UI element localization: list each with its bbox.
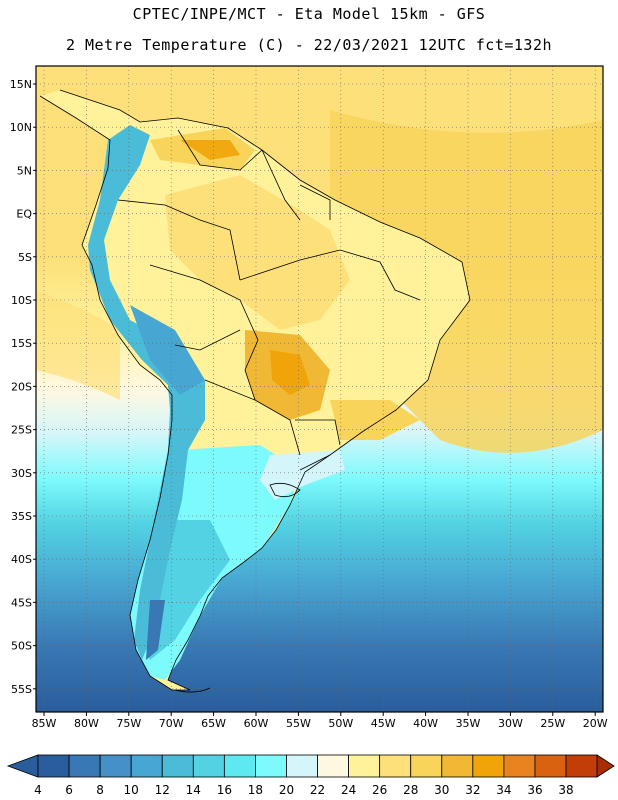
colorbar-swatch xyxy=(286,754,318,778)
colorbar-swatch xyxy=(68,754,101,778)
lon-label: 70W xyxy=(159,717,184,730)
lat-label: 40S xyxy=(11,553,32,566)
lon-label: 35W xyxy=(456,717,481,730)
colorbar-label: 16 xyxy=(217,783,232,797)
colorbar-swatch xyxy=(348,754,381,778)
colorbar-label: 38 xyxy=(558,783,573,797)
colorbar-swatch xyxy=(503,754,536,778)
lon-label: 55W xyxy=(286,717,311,730)
colorbar-label: 24 xyxy=(341,783,356,797)
lon-label: 20W xyxy=(583,717,608,730)
lon-label: 75W xyxy=(116,717,141,730)
lat-label: 5S xyxy=(18,251,32,264)
colorbar-swatch xyxy=(130,754,163,778)
colorbar-left-arrow xyxy=(6,754,39,778)
colorbar-label: 6 xyxy=(65,783,73,797)
colorbar-label: 18 xyxy=(248,783,263,797)
lat-label: 10S xyxy=(11,294,32,307)
colorbar-swatch xyxy=(161,754,194,778)
colorbar-swatch xyxy=(37,754,70,778)
map-frame xyxy=(35,65,604,713)
lon-label: 45W xyxy=(371,717,396,730)
lat-label: 55S xyxy=(11,683,32,696)
title-line-1: CPTEC/INPE/MCT - Eta Model 15km - GFS xyxy=(132,5,486,23)
lat-label: 25S xyxy=(11,424,32,437)
lon-label: 25W xyxy=(540,717,565,730)
temperature-map xyxy=(36,66,603,712)
lat-label: 15N xyxy=(10,78,32,91)
colorbar-swatch xyxy=(379,754,412,778)
colorbar-right-arrow xyxy=(596,754,615,778)
colorbar-swatch xyxy=(99,754,132,778)
lat-label: 5N xyxy=(17,164,32,177)
colorbar-swatch xyxy=(317,754,350,778)
colorbar-label: 4 xyxy=(34,783,42,797)
colorbar-label: 32 xyxy=(465,783,480,797)
colorbar-label: 30 xyxy=(434,783,449,797)
lat-label: 50S xyxy=(11,640,32,653)
colorbar-label: 10 xyxy=(124,783,139,797)
lat-label: 45S xyxy=(11,596,32,609)
lon-label: 60W xyxy=(244,717,269,730)
colorbar-swatch xyxy=(472,754,505,778)
title-line-2: 2 Metre Temperature (C) - 22/03/2021 12U… xyxy=(65,36,553,54)
colorbar-label: 34 xyxy=(496,783,511,797)
lon-label: 40W xyxy=(413,717,438,730)
colorbar-label: 12 xyxy=(155,783,170,797)
colorbar-label: 36 xyxy=(527,783,542,797)
lat-label: 20S xyxy=(11,380,32,393)
colorbar-label: 20 xyxy=(279,783,294,797)
colorbar-swatch xyxy=(255,754,287,778)
colorbar-label: 26 xyxy=(372,783,387,797)
colorbar-label: 8 xyxy=(96,783,104,797)
colorbar-swatch xyxy=(441,754,474,778)
colorbar-label: 14 xyxy=(186,783,201,797)
lat-label: EQ xyxy=(16,208,32,221)
colorbar-swatch xyxy=(410,754,443,778)
colorbar-swatch xyxy=(223,754,256,778)
lon-label: 30W xyxy=(498,717,523,730)
colorbar-swatch xyxy=(192,754,225,778)
lat-label: 10N xyxy=(10,121,32,134)
colorbar-label: 28 xyxy=(403,783,418,797)
latitude-labels: 15N 10N 5N EQ 5S 10S 15S 20S 25S 30S 35S 40S 45S 50S 5… xyxy=(10,78,36,696)
lat-label: 15S xyxy=(11,337,32,350)
lat-label: 30S xyxy=(11,467,32,480)
colorbar: 4 6 8 10 12 14 16 18 20 22 24 26 28 30 32 34 36 38 xyxy=(6,754,615,797)
longitude-labels: 85W 80W 75W 70W 65W 60W 55W 50W 45W 40W 35W 30W 25W 2… xyxy=(32,712,608,730)
colorbar-swatch xyxy=(565,754,598,778)
colorbar-label: 22 xyxy=(310,783,325,797)
lon-label: 80W xyxy=(74,717,99,730)
lon-label: 50W xyxy=(328,717,353,730)
lat-label: 35S xyxy=(11,510,32,523)
lon-label: 85W xyxy=(32,717,57,730)
colorbar-swatch xyxy=(534,754,567,778)
lon-label: 65W xyxy=(201,717,226,730)
